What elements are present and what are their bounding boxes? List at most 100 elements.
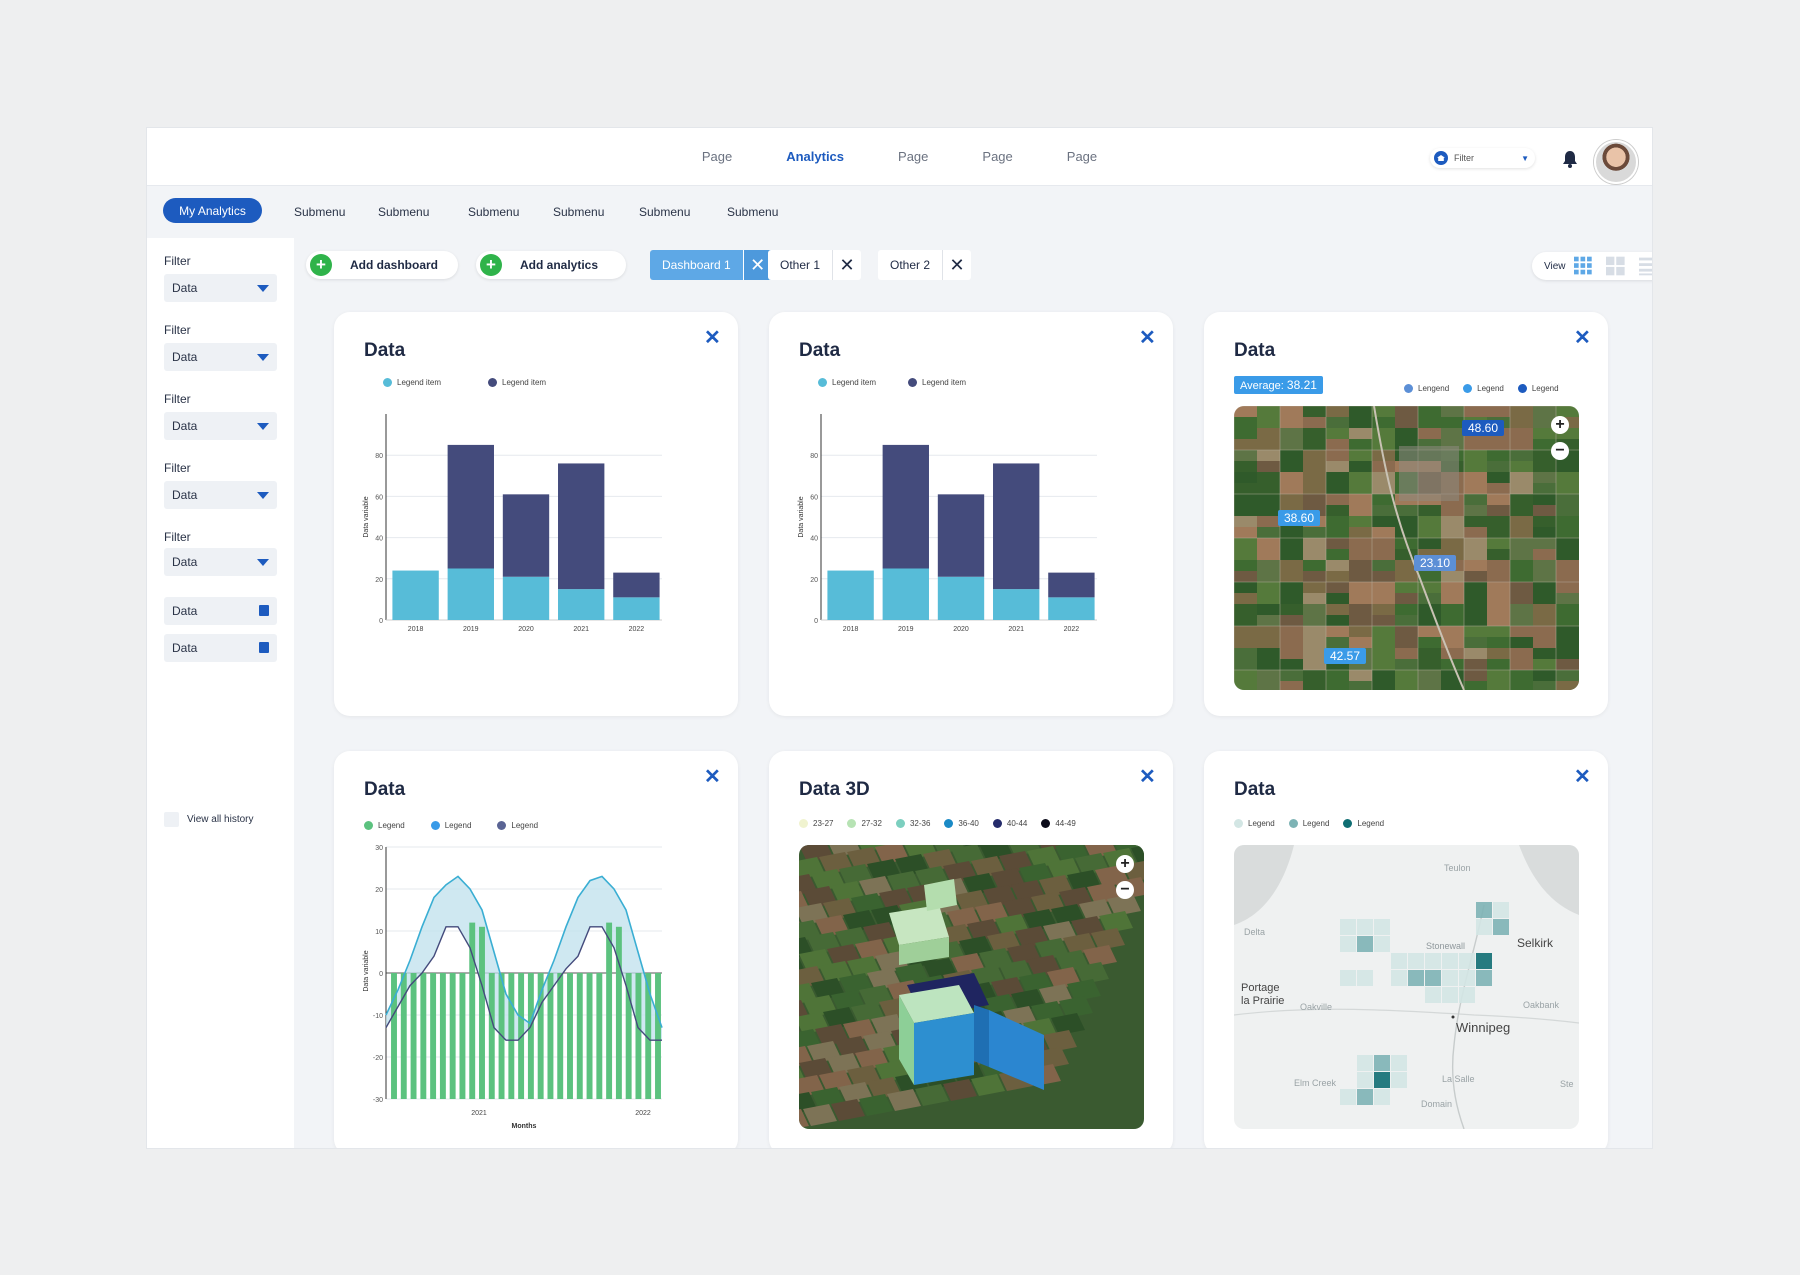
map-field	[1280, 560, 1303, 582]
submenu-item-2[interactable]: Submenu	[378, 205, 430, 219]
grid-cell	[1374, 1055, 1390, 1071]
filter-dropdown[interactable]: Data	[164, 548, 277, 576]
map-field	[1234, 670, 1257, 690]
map-field	[1487, 670, 1510, 690]
legend-swatch	[364, 821, 373, 830]
submenu-item-4[interactable]: Submenu	[553, 205, 605, 219]
submenu-item-6[interactable]: Submenu	[727, 205, 779, 219]
map-field	[1418, 549, 1441, 560]
avatar[interactable]	[1594, 140, 1638, 184]
map-place-label: La Salle	[1442, 1074, 1475, 1084]
grid-cell	[1459, 987, 1475, 1003]
zoom-out-icon[interactable]: −	[1116, 881, 1134, 899]
map-field	[1349, 604, 1372, 626]
bar	[420, 973, 427, 1099]
tab-other-1[interactable]: Other 1 ✕	[768, 250, 862, 280]
filter-dropdown[interactable]: Data	[164, 343, 277, 371]
map-value-tag[interactable]: 48.60	[1462, 420, 1505, 436]
tab-dashboard-1[interactable]: Dashboard 1 ✕	[650, 250, 772, 280]
nav-page-4[interactable]: Page	[1066, 149, 1098, 164]
map-value-tag[interactable]: 42.57	[1324, 648, 1367, 664]
filter-dropdown[interactable]: Data	[164, 481, 277, 509]
bell-icon[interactable]	[1562, 150, 1578, 168]
close-icon[interactable]: ✕	[1574, 327, 1591, 349]
map-field	[1395, 560, 1418, 582]
submenu-item-1[interactable]: Submenu	[294, 205, 346, 219]
bar-segment	[447, 444, 494, 569]
chart-card: Data ✕ Legend Legend Legend 30 20 10 0 -10 -2…	[334, 751, 738, 1148]
close-icon[interactable]: ✕	[1574, 766, 1591, 788]
map-field	[1257, 582, 1280, 604]
satellite-map[interactable]: 48.60 38.60 23.10 42.57 + −	[1234, 406, 1579, 690]
nav-page-3[interactable]: Page	[982, 149, 1013, 164]
tile-view-icon[interactable]	[1606, 256, 1625, 276]
map-value-tag[interactable]: 23.10	[1414, 555, 1457, 571]
submenu-item-5[interactable]: Submenu	[639, 205, 691, 219]
map-field	[1257, 472, 1280, 494]
map-field	[1280, 428, 1303, 450]
date-field[interactable]: Data	[164, 634, 277, 662]
legend-swatch	[1041, 819, 1051, 828]
close-icon[interactable]: ✕	[1139, 327, 1156, 349]
map-field	[1303, 593, 1326, 604]
legend-swatch	[895, 819, 905, 828]
data-block	[989, 1010, 1044, 1090]
map-field	[1303, 538, 1326, 560]
zoom-in-icon[interactable]: +	[1551, 416, 1569, 434]
filter-select[interactable]: Filter ▼	[1430, 148, 1535, 168]
zoom-in-icon[interactable]: +	[1116, 855, 1134, 873]
my-analytics-button[interactable]: My Analytics	[163, 198, 262, 223]
submenu-item-3[interactable]: Submenu	[468, 205, 520, 219]
map-field	[1487, 483, 1510, 494]
close-icon[interactable]: ✕	[832, 250, 861, 280]
close-icon[interactable]: ✕	[1139, 766, 1156, 788]
map-place-label: Selkirk	[1517, 936, 1554, 950]
close-icon[interactable]: ✕	[704, 766, 721, 788]
map-3d-view[interactable]: + −	[799, 845, 1144, 1129]
add-dashboard-button[interactable]: + Add dashboard	[306, 251, 458, 279]
map-field	[1326, 549, 1349, 560]
list-view-icon[interactable]	[1638, 256, 1652, 276]
legend-swatch	[1343, 819, 1353, 828]
map-field	[1487, 549, 1510, 560]
map-field	[1326, 593, 1349, 604]
add-analytics-button[interactable]: + Add analytics	[476, 251, 626, 279]
grid-view-icon[interactable]	[1573, 256, 1593, 276]
close-icon[interactable]: ✕	[742, 250, 772, 280]
card-title: Data	[364, 779, 406, 800]
close-icon[interactable]: ✕	[942, 250, 971, 280]
map-field	[1533, 483, 1556, 494]
legend-label: Lengend	[1418, 384, 1450, 393]
average-label: Average:	[1240, 380, 1284, 392]
tab-other-2[interactable]: Other 2 ✕	[878, 250, 972, 280]
lower-series-line	[385, 926, 662, 1041]
zoom-out-icon[interactable]: −	[1551, 442, 1569, 460]
card-title: Data 3D	[799, 779, 870, 800]
nav-page-2[interactable]: Page	[898, 149, 929, 164]
city-dot	[1451, 1015, 1455, 1019]
grid-cell	[1476, 970, 1492, 986]
map-field	[1234, 648, 1257, 670]
close-icon[interactable]: ✕	[704, 327, 721, 349]
date-field[interactable]: Data	[164, 597, 277, 625]
bar-segment	[502, 576, 550, 620]
nav-page-1[interactable]: Page	[701, 149, 733, 164]
filter-dropdown[interactable]: Data	[164, 412, 277, 440]
x-tick-label: 2021	[573, 626, 589, 633]
map-field	[915, 1084, 949, 1106]
card-title: Data	[1234, 340, 1276, 361]
map-value-tag[interactable]: 38.60	[1278, 510, 1321, 526]
map-field	[1533, 626, 1556, 648]
map-field	[1510, 428, 1533, 450]
nav-analytics[interactable]: Analytics	[786, 149, 845, 164]
history-checkbox[interactable]	[164, 812, 179, 827]
map-field	[1487, 637, 1510, 648]
range-legend: 23-27 27-32 32-36 36-40 40-44 44-49	[799, 819, 1076, 828]
app-frame: Page Analytics Page Page Page Filter ▼ M…	[147, 128, 1652, 1148]
grid-map[interactable]: Teulon Stonewall Selkirk Portage la Prai…	[1234, 845, 1579, 1129]
filter-dropdown[interactable]: Data	[164, 274, 277, 302]
map-field	[1418, 527, 1441, 538]
map-field	[1533, 571, 1556, 582]
map-field	[1533, 439, 1556, 450]
legend-label: Legend	[1248, 819, 1275, 828]
